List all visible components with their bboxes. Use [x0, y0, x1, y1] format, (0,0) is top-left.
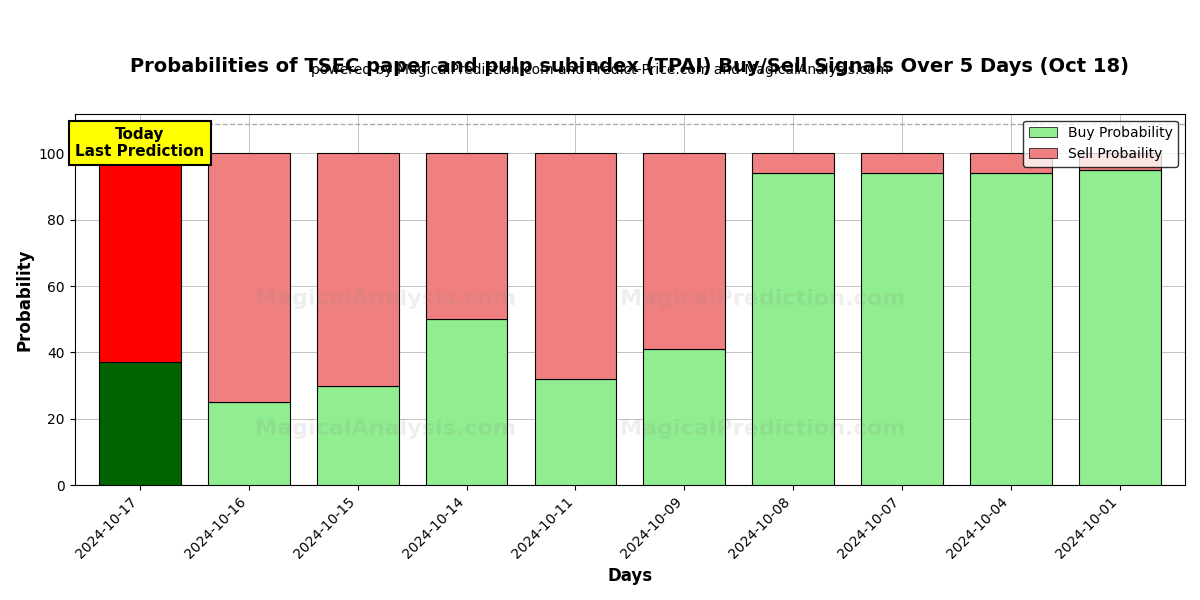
Y-axis label: Probability: Probability — [16, 248, 34, 350]
Bar — [970, 173, 1051, 485]
Bar — [1079, 154, 1160, 170]
Bar — [970, 154, 1051, 173]
Bar — [752, 173, 834, 485]
Bar — [426, 319, 508, 485]
Bar — [643, 154, 725, 349]
Bar — [317, 386, 398, 485]
Bar — [534, 379, 617, 485]
Text: MagicalPrediction.com: MagicalPrediction.com — [620, 289, 906, 310]
Bar — [317, 154, 398, 386]
Text: MagicalPrediction.com: MagicalPrediction.com — [620, 419, 906, 439]
Bar — [100, 362, 181, 485]
Bar — [208, 402, 289, 485]
Bar — [862, 173, 943, 485]
Bar — [1079, 170, 1160, 485]
Bar — [534, 154, 617, 379]
Bar — [752, 154, 834, 173]
Text: powered by MagicalPrediction.com and Predict-Price.com and MagicalAnalysis.com: powered by MagicalPrediction.com and Pre… — [311, 63, 889, 77]
Title: Probabilities of TSEC paper and pulp subindex (TPAI) Buy/Sell Signals Over 5 Day: Probabilities of TSEC paper and pulp sub… — [131, 57, 1129, 76]
Bar — [426, 154, 508, 319]
Bar — [208, 154, 289, 402]
Text: Today
Last Prediction: Today Last Prediction — [76, 127, 204, 160]
Bar — [862, 154, 943, 173]
X-axis label: Days: Days — [607, 567, 653, 585]
Legend: Buy Probability, Sell Probaility: Buy Probability, Sell Probaility — [1024, 121, 1178, 167]
Text: MagicalAnalysis.com: MagicalAnalysis.com — [254, 419, 516, 439]
Bar — [643, 349, 725, 485]
Bar — [100, 154, 181, 362]
Text: MagicalAnalysis.com: MagicalAnalysis.com — [254, 289, 516, 310]
